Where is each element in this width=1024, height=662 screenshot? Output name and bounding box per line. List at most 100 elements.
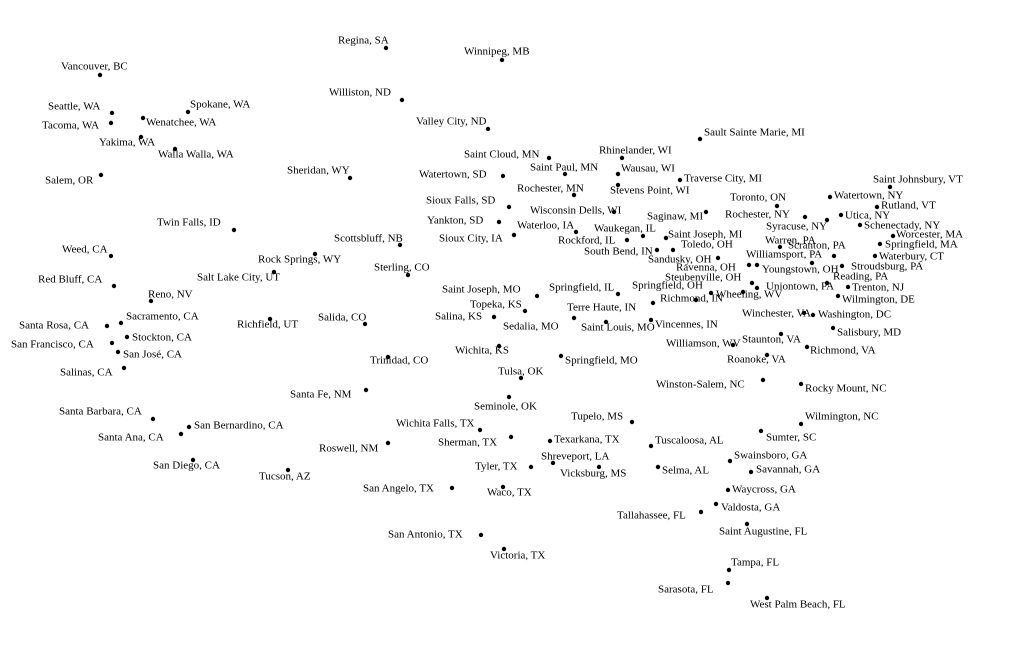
city-label: Trinidad, CO <box>370 355 428 367</box>
city-point <box>109 110 115 116</box>
city-point <box>496 343 502 349</box>
city-label: Rockford, IL <box>558 235 616 247</box>
city-point <box>596 464 602 470</box>
city-point <box>764 595 770 601</box>
city-label: Reno, NV <box>148 289 193 301</box>
city-point <box>573 229 579 235</box>
city-point <box>104 323 110 329</box>
city-label: San Diego, CA <box>153 460 220 472</box>
city-label: Vancouver, BC <box>61 61 128 73</box>
city-label: Tulsa, OK <box>498 366 543 378</box>
city-label: Richmond, IN <box>660 293 723 305</box>
city-point <box>877 241 883 247</box>
city-label: Tucson, AZ <box>259 471 311 483</box>
city-point <box>108 253 114 259</box>
city-label: Toledo, OH <box>681 239 733 251</box>
city-label: San Bernardino, CA <box>194 420 284 432</box>
city-label: Waukegan, IL <box>594 223 656 235</box>
city-point <box>285 467 291 473</box>
city-label: Swainsboro, GA <box>734 450 807 462</box>
city-point <box>500 484 506 490</box>
city-point <box>603 319 609 325</box>
city-label: Saint Joseph, MI <box>668 229 743 241</box>
city-label: Sterling, CO <box>374 262 430 274</box>
city-point <box>670 247 676 253</box>
city-point <box>749 280 755 286</box>
city-label: Reading, PA <box>833 271 888 283</box>
city-label: Seminole, OK <box>474 401 537 413</box>
city-point <box>804 344 810 350</box>
city-point <box>363 387 369 393</box>
city-label: Savannah, GA <box>756 464 820 476</box>
city-point <box>777 244 783 250</box>
city-point <box>744 521 750 527</box>
city-label: Uniontown, PA <box>766 281 834 293</box>
city-label: Wausau, WI <box>621 163 675 175</box>
city-label: Salisbury, MD <box>837 327 901 339</box>
city-point <box>124 334 130 340</box>
city-label: Saint Cloud, MN <box>464 149 540 161</box>
city-point <box>693 297 699 303</box>
city-point <box>547 438 553 444</box>
city-label: Traverse City, MI <box>684 173 762 185</box>
city-label: Springfield, IL <box>549 282 615 294</box>
city-label: Waco, TX <box>487 487 532 499</box>
city-label: Stroudsburg, PA <box>851 261 923 273</box>
city-label: Springfield, MO <box>565 355 638 367</box>
city-label: Wenatchee, WA <box>146 117 216 129</box>
city-point <box>362 321 368 327</box>
city-label: Springfield, OH <box>632 280 703 292</box>
city-label: Steubenville, OH <box>665 272 741 284</box>
city-point <box>347 175 353 181</box>
city-point <box>758 428 764 434</box>
city-label: Waycross, GA <box>732 484 796 496</box>
city-label: Wilmington, DE <box>842 294 915 306</box>
city-point <box>449 485 455 491</box>
city-label: Santa Fe, NM <box>290 389 352 401</box>
city-label: Washington, DC <box>818 309 891 321</box>
city-point <box>725 487 731 493</box>
city-point <box>496 219 502 225</box>
city-point <box>506 394 512 400</box>
city-point <box>98 172 104 178</box>
city-label: Salem, OR <box>45 175 94 187</box>
city-point <box>798 421 804 427</box>
city-label: Rochester, MN <box>517 183 584 195</box>
city-label: Saint Louis, MO <box>581 322 655 334</box>
city-point <box>478 532 484 538</box>
city-label: Rhinelander, WI <box>599 145 672 157</box>
city-label: San Francisco, CA <box>11 339 94 351</box>
city-point <box>764 352 770 358</box>
city-point <box>518 375 524 381</box>
city-label: Roswell, NM <box>319 443 379 455</box>
city-point <box>839 263 845 269</box>
city-label: Yakima, WA <box>99 137 155 149</box>
city-label: Rochester, NY <box>725 209 790 221</box>
city-label: Sioux Falls, SD <box>426 195 495 207</box>
city-label: Valdosta, GA <box>721 502 780 514</box>
city-label: Tyler, TX <box>475 461 518 473</box>
city-label: Walla Walla, WA <box>158 149 234 161</box>
city-point <box>838 212 844 218</box>
city-point <box>824 217 830 223</box>
city-point <box>715 255 721 261</box>
city-point <box>835 293 841 299</box>
city-point <box>267 316 273 322</box>
city-label: Warren, PA <box>765 235 816 247</box>
city-point <box>615 291 621 297</box>
city-point <box>824 280 830 286</box>
city-label: Rock Springs, WY <box>258 254 341 266</box>
city-label: Santa Rosa, CA <box>19 320 89 332</box>
city-point <box>654 247 660 253</box>
city-point <box>663 235 669 241</box>
city-label: Selma, AL <box>662 465 709 477</box>
city-label: Richmond, VA <box>810 345 876 357</box>
city-label: Salina, KS <box>435 311 482 323</box>
city-label: Sandusky, OH <box>648 254 712 266</box>
city-label: Wheeling, WV <box>716 289 782 301</box>
city-label: Richfield, UT <box>237 319 298 331</box>
city-point <box>619 155 625 161</box>
city-label: Scottsbluff, NB <box>334 233 403 245</box>
city-point <box>491 314 497 320</box>
